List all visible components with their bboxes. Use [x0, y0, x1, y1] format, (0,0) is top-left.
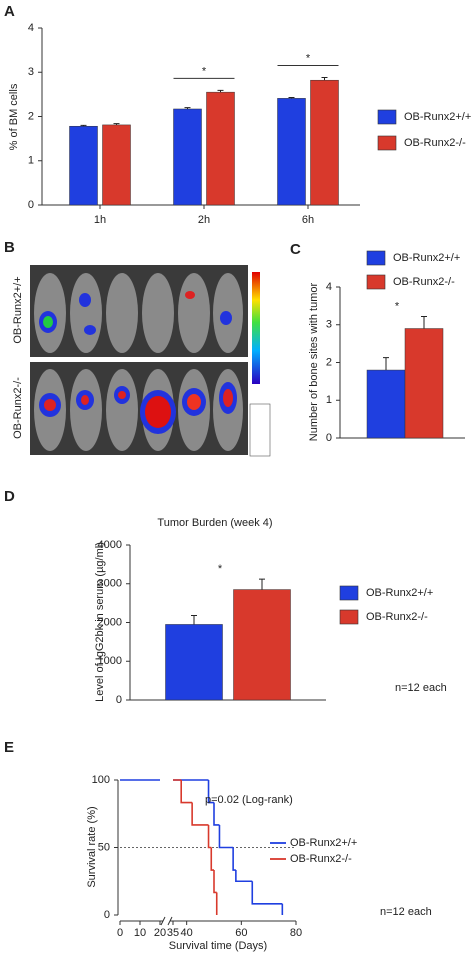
- legend-swatch: [366, 274, 386, 290]
- annotation: p=0.02 (Log-rank): [205, 794, 293, 806]
- y-tick-label: 1: [28, 155, 34, 167]
- error-bar: [113, 123, 120, 125]
- legend-label: OB-Runx2+/+: [393, 252, 460, 264]
- survival-step: [207, 824, 212, 849]
- bar: [233, 589, 291, 701]
- legend-label: OB-Runx2-/-: [393, 276, 455, 288]
- x-tick-label: 10: [134, 927, 146, 939]
- x-tick-label: 20: [154, 927, 166, 939]
- legend-swatch: [377, 135, 397, 151]
- legend-label: OB-Runx2+/+: [404, 111, 471, 123]
- panel-letter: B: [4, 239, 15, 256]
- y-tick-label: 3: [28, 66, 34, 78]
- y-tick-label: 0: [104, 909, 110, 921]
- y-tick-label: 2: [326, 356, 332, 368]
- legend-swatch: [366, 250, 386, 266]
- y-axis-label: % of BM cells: [8, 83, 20, 150]
- survival-step: [232, 847, 236, 871]
- x-tick-label: 2h: [198, 214, 210, 226]
- survival-step: [207, 780, 214, 804]
- legend-label: OB-Runx2+/+: [366, 587, 433, 599]
- legend-label: OB-Runx2+/+: [290, 837, 357, 849]
- bar: [206, 91, 235, 206]
- row-label: OB-Runx2-/-: [12, 377, 24, 439]
- error-bar: [80, 124, 87, 127]
- error-bar: [288, 96, 295, 99]
- survival-step: [251, 881, 283, 905]
- mouse-imaging: [30, 265, 271, 457]
- chart-title: Tumor Burden (week 4): [157, 517, 272, 529]
- y-axis-label: Level of IgG2bk in serum (µg/ml): [94, 542, 106, 702]
- y-tick-label: 4: [28, 22, 34, 34]
- x-tick-label: 40: [181, 927, 193, 939]
- legend-label: OB-Runx2-/-: [366, 611, 428, 623]
- bar: [173, 108, 202, 206]
- survival-step: [180, 780, 193, 804]
- survival-step: [213, 870, 217, 894]
- survival-step: [191, 802, 209, 826]
- bar: [69, 125, 98, 206]
- legend-swatch: [377, 109, 397, 125]
- x-tick-label: 35: [167, 927, 179, 939]
- significance-label: *: [306, 52, 311, 64]
- significance-label: *: [202, 65, 207, 77]
- y-tick-label: 0: [28, 199, 34, 211]
- error-bar: [321, 77, 328, 81]
- legend-label: OB-Runx2-/-: [290, 853, 352, 865]
- y-tick-label: 2000: [98, 616, 122, 628]
- y-tick-label: 0: [326, 432, 332, 444]
- y-tick-label: 2: [28, 110, 34, 122]
- bar: [366, 369, 406, 439]
- y-tick-label: 4: [326, 281, 332, 293]
- significance-label: *: [218, 563, 223, 575]
- legend-label: OB-Runx2-/-: [404, 137, 466, 149]
- y-tick-label: 50: [98, 841, 110, 853]
- panel-letter: C: [290, 241, 301, 258]
- significance-label: *: [395, 300, 400, 312]
- bar: [310, 79, 339, 206]
- panel-letter: E: [4, 739, 14, 756]
- y-axis-label: Survival rate (%): [86, 806, 98, 887]
- row-label: OB-Runx2+/+: [12, 276, 24, 343]
- error-bar: [191, 615, 197, 625]
- panel-letter: A: [4, 3, 15, 20]
- survival-step: [235, 870, 253, 883]
- survival-step: [218, 824, 234, 849]
- panel-letter: D: [4, 488, 15, 505]
- x-tick-label: 60: [235, 927, 247, 939]
- error-bar: [217, 89, 224, 93]
- note: n=12 each: [380, 906, 432, 918]
- bar: [277, 98, 306, 206]
- bar: [165, 624, 223, 701]
- survival-step: [210, 847, 214, 871]
- y-tick-label: 1000: [98, 655, 122, 667]
- y-tick-label: 4000: [98, 539, 122, 551]
- axis-break: [160, 916, 173, 926]
- x-axis-label: Survival time (Days): [169, 940, 267, 952]
- error-bar: [421, 315, 427, 329]
- survival-step: [213, 802, 220, 826]
- x-tick-label: 80: [290, 927, 302, 939]
- y-axis-label: Number of bone sites with tumor: [308, 282, 320, 441]
- legend-swatch: [339, 609, 359, 625]
- y-tick-label: 1: [326, 394, 332, 406]
- error-bar: [259, 578, 265, 590]
- legend-swatch: [339, 585, 359, 601]
- bar: [102, 124, 131, 206]
- error-bar: [383, 357, 389, 371]
- y-tick-label: 3: [326, 319, 332, 331]
- x-tick-label: 6h: [302, 214, 314, 226]
- bar: [404, 328, 444, 439]
- note: n=12 each: [395, 682, 447, 694]
- y-tick-label: 100: [92, 774, 110, 786]
- error-bar: [184, 107, 191, 109]
- y-tick-label: 3000: [98, 578, 122, 590]
- x-tick-label: 1h: [94, 214, 106, 226]
- y-tick-label: 0: [116, 694, 122, 706]
- x-tick-label: 0: [117, 927, 123, 939]
